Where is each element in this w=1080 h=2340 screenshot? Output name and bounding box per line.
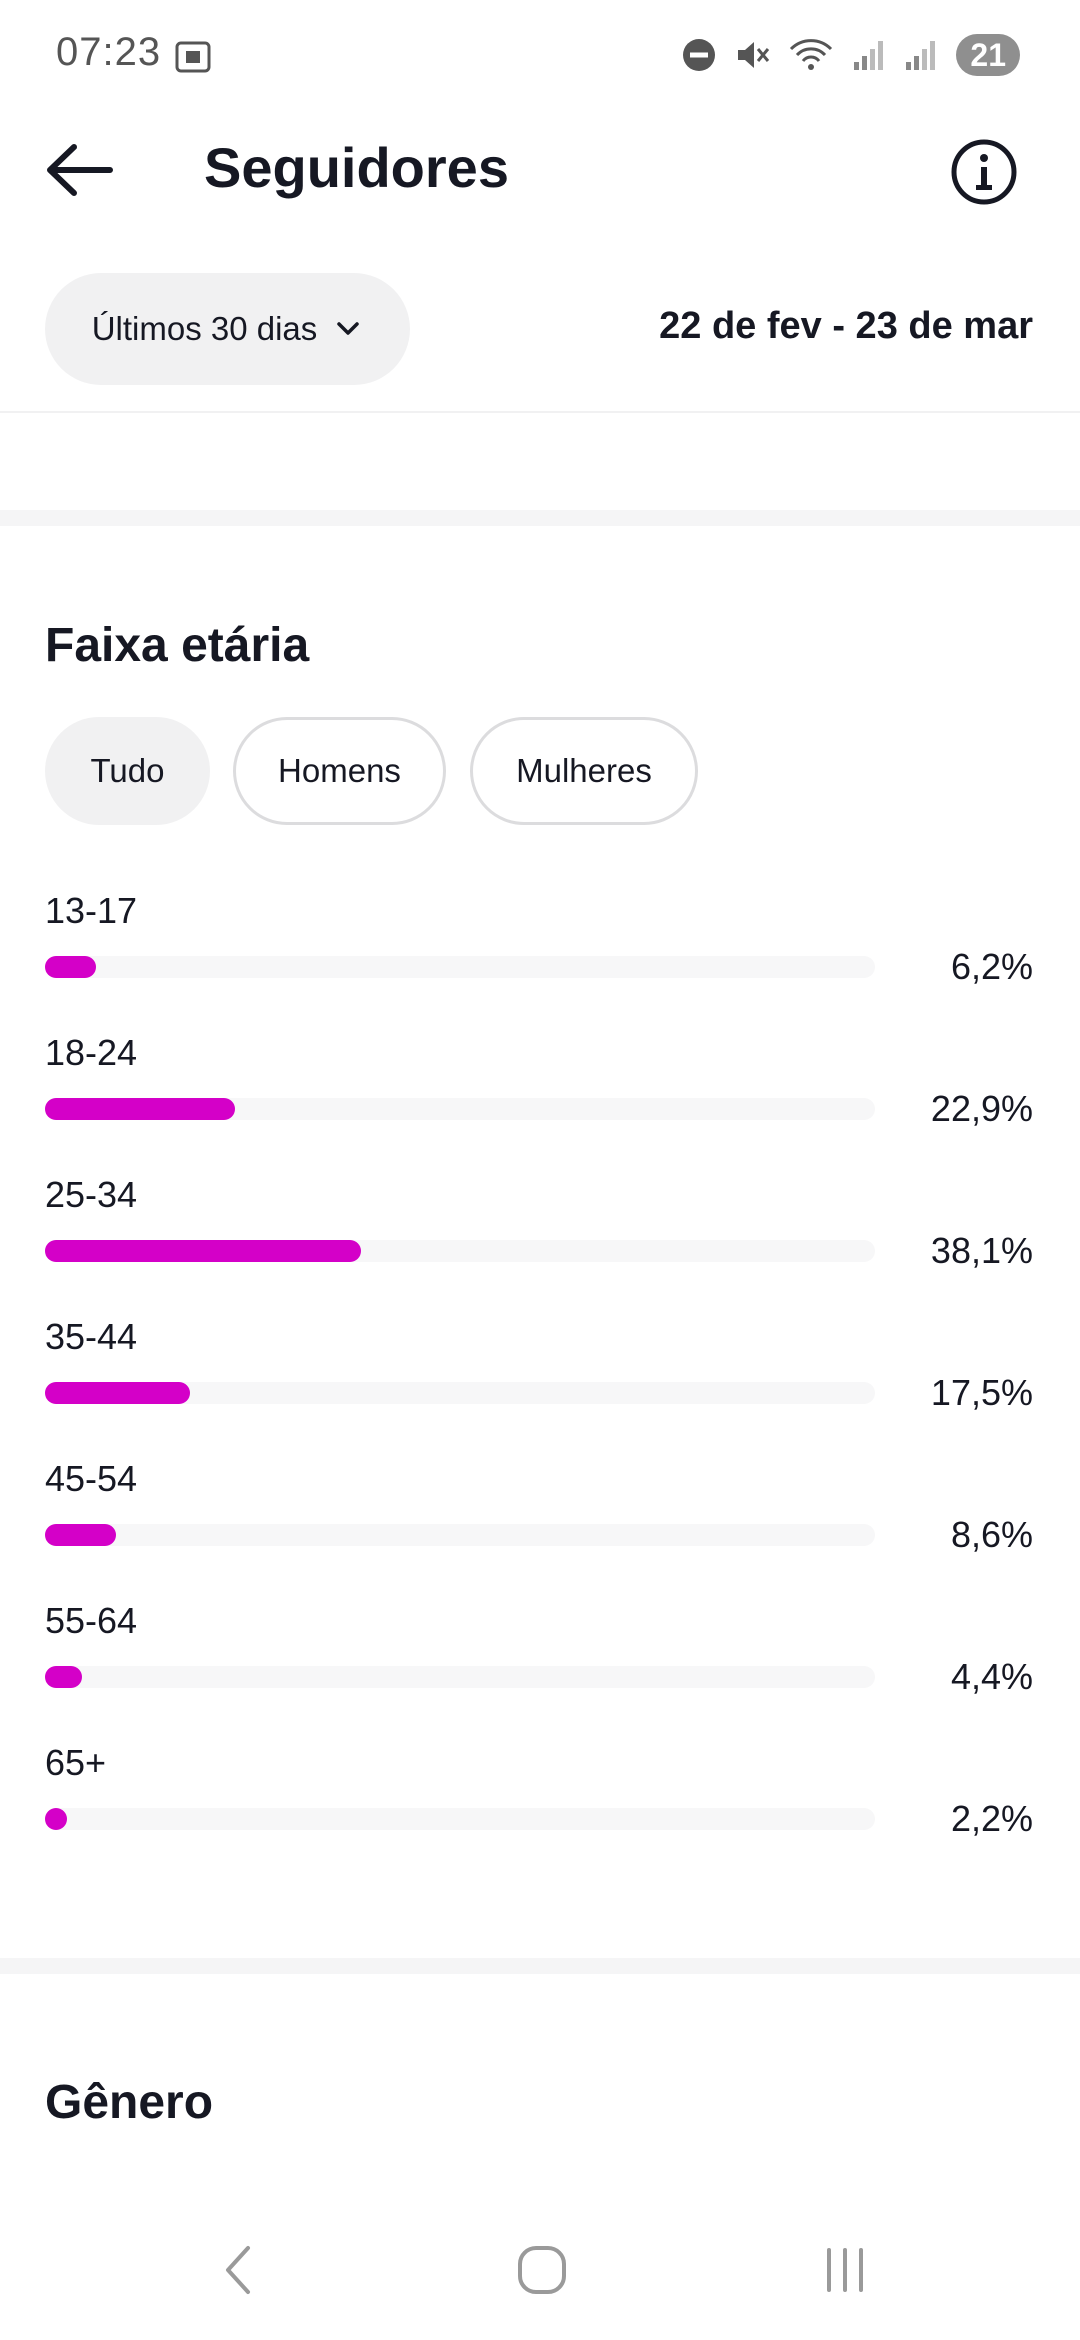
dnd-icon — [683, 39, 716, 71]
signal-icon — [854, 41, 884, 70]
battery-level: 21 — [956, 34, 1020, 76]
date-range: 22 de fev - 23 de mar — [659, 305, 1033, 347]
nav-back-icon — [226, 2246, 250, 2294]
bar-track — [45, 1666, 875, 1688]
bar-value-label: 4,4% — [950, 1656, 1033, 1697]
bar-value-label: 22,9% — [930, 1088, 1033, 1129]
mute-icon — [738, 42, 770, 68]
bar-track — [45, 1098, 875, 1120]
bar-value-label: 6,2% — [950, 946, 1033, 987]
bar-fill — [45, 956, 97, 978]
arrow-left-icon — [47, 144, 113, 196]
period-dropdown[interactable]: Últimos 30 dias — [45, 273, 410, 385]
age-range-label: 25-34 — [45, 1174, 138, 1215]
status-icons: 21 — [682, 34, 1020, 76]
age-range-label: 13-17 — [45, 890, 138, 931]
chip-women[interactable]: Mulheres — [470, 717, 698, 825]
age-range-label: 45-54 — [45, 1458, 138, 1499]
status-time: 07:23 — [56, 30, 162, 74]
nav-recents-icon — [827, 2248, 863, 2292]
bar-track — [45, 1524, 875, 1546]
divider — [0, 411, 1080, 413]
bar-value-label: 17,5% — [930, 1372, 1033, 1413]
chevron-down-icon — [337, 322, 360, 335]
screenshot-icon — [175, 41, 211, 73]
section-divider — [0, 1958, 1080, 1974]
period-label: Últimos 30 dias — [91, 310, 318, 347]
bar-track — [45, 956, 875, 978]
age-range-label: 18-24 — [45, 1032, 138, 1073]
nav-home-icon — [518, 2246, 566, 2294]
bar-track — [45, 1240, 875, 1262]
signal-icon — [906, 41, 936, 70]
bar-value-label: 2,2% — [950, 1798, 1033, 1839]
bar-fill — [45, 1240, 362, 1262]
info-button[interactable] — [944, 132, 1024, 212]
age-range-label: 65+ — [45, 1742, 107, 1783]
info-icon — [951, 139, 1017, 205]
page-title: Seguidores — [204, 136, 509, 199]
bar-value-label: 8,6% — [950, 1514, 1033, 1555]
bar-fill — [45, 1808, 67, 1830]
chip-all[interactable]: Tudo — [45, 717, 210, 825]
bar-track — [45, 1808, 875, 1830]
bar-fill — [45, 1382, 191, 1404]
back-button[interactable] — [40, 135, 120, 205]
bar-fill — [45, 1524, 117, 1546]
age-range-label: 35-44 — [45, 1316, 138, 1357]
wifi-icon — [790, 39, 833, 70]
bar-value-label: 38,1% — [930, 1230, 1033, 1271]
age-section-title: Faixa etária — [45, 619, 310, 672]
gender-section-title: Gênero — [45, 2076, 214, 2129]
nav-back-button[interactable] — [200, 2230, 280, 2310]
section-divider — [0, 510, 1080, 526]
bar-fill — [45, 1666, 82, 1688]
nav-recents-button[interactable] — [805, 2230, 885, 2310]
bar-fill — [45, 1098, 236, 1120]
chip-men[interactable]: Homens — [233, 717, 446, 825]
bar-track — [45, 1382, 875, 1404]
nav-home-button[interactable] — [502, 2230, 582, 2310]
age-range-label: 55-64 — [45, 1600, 138, 1641]
